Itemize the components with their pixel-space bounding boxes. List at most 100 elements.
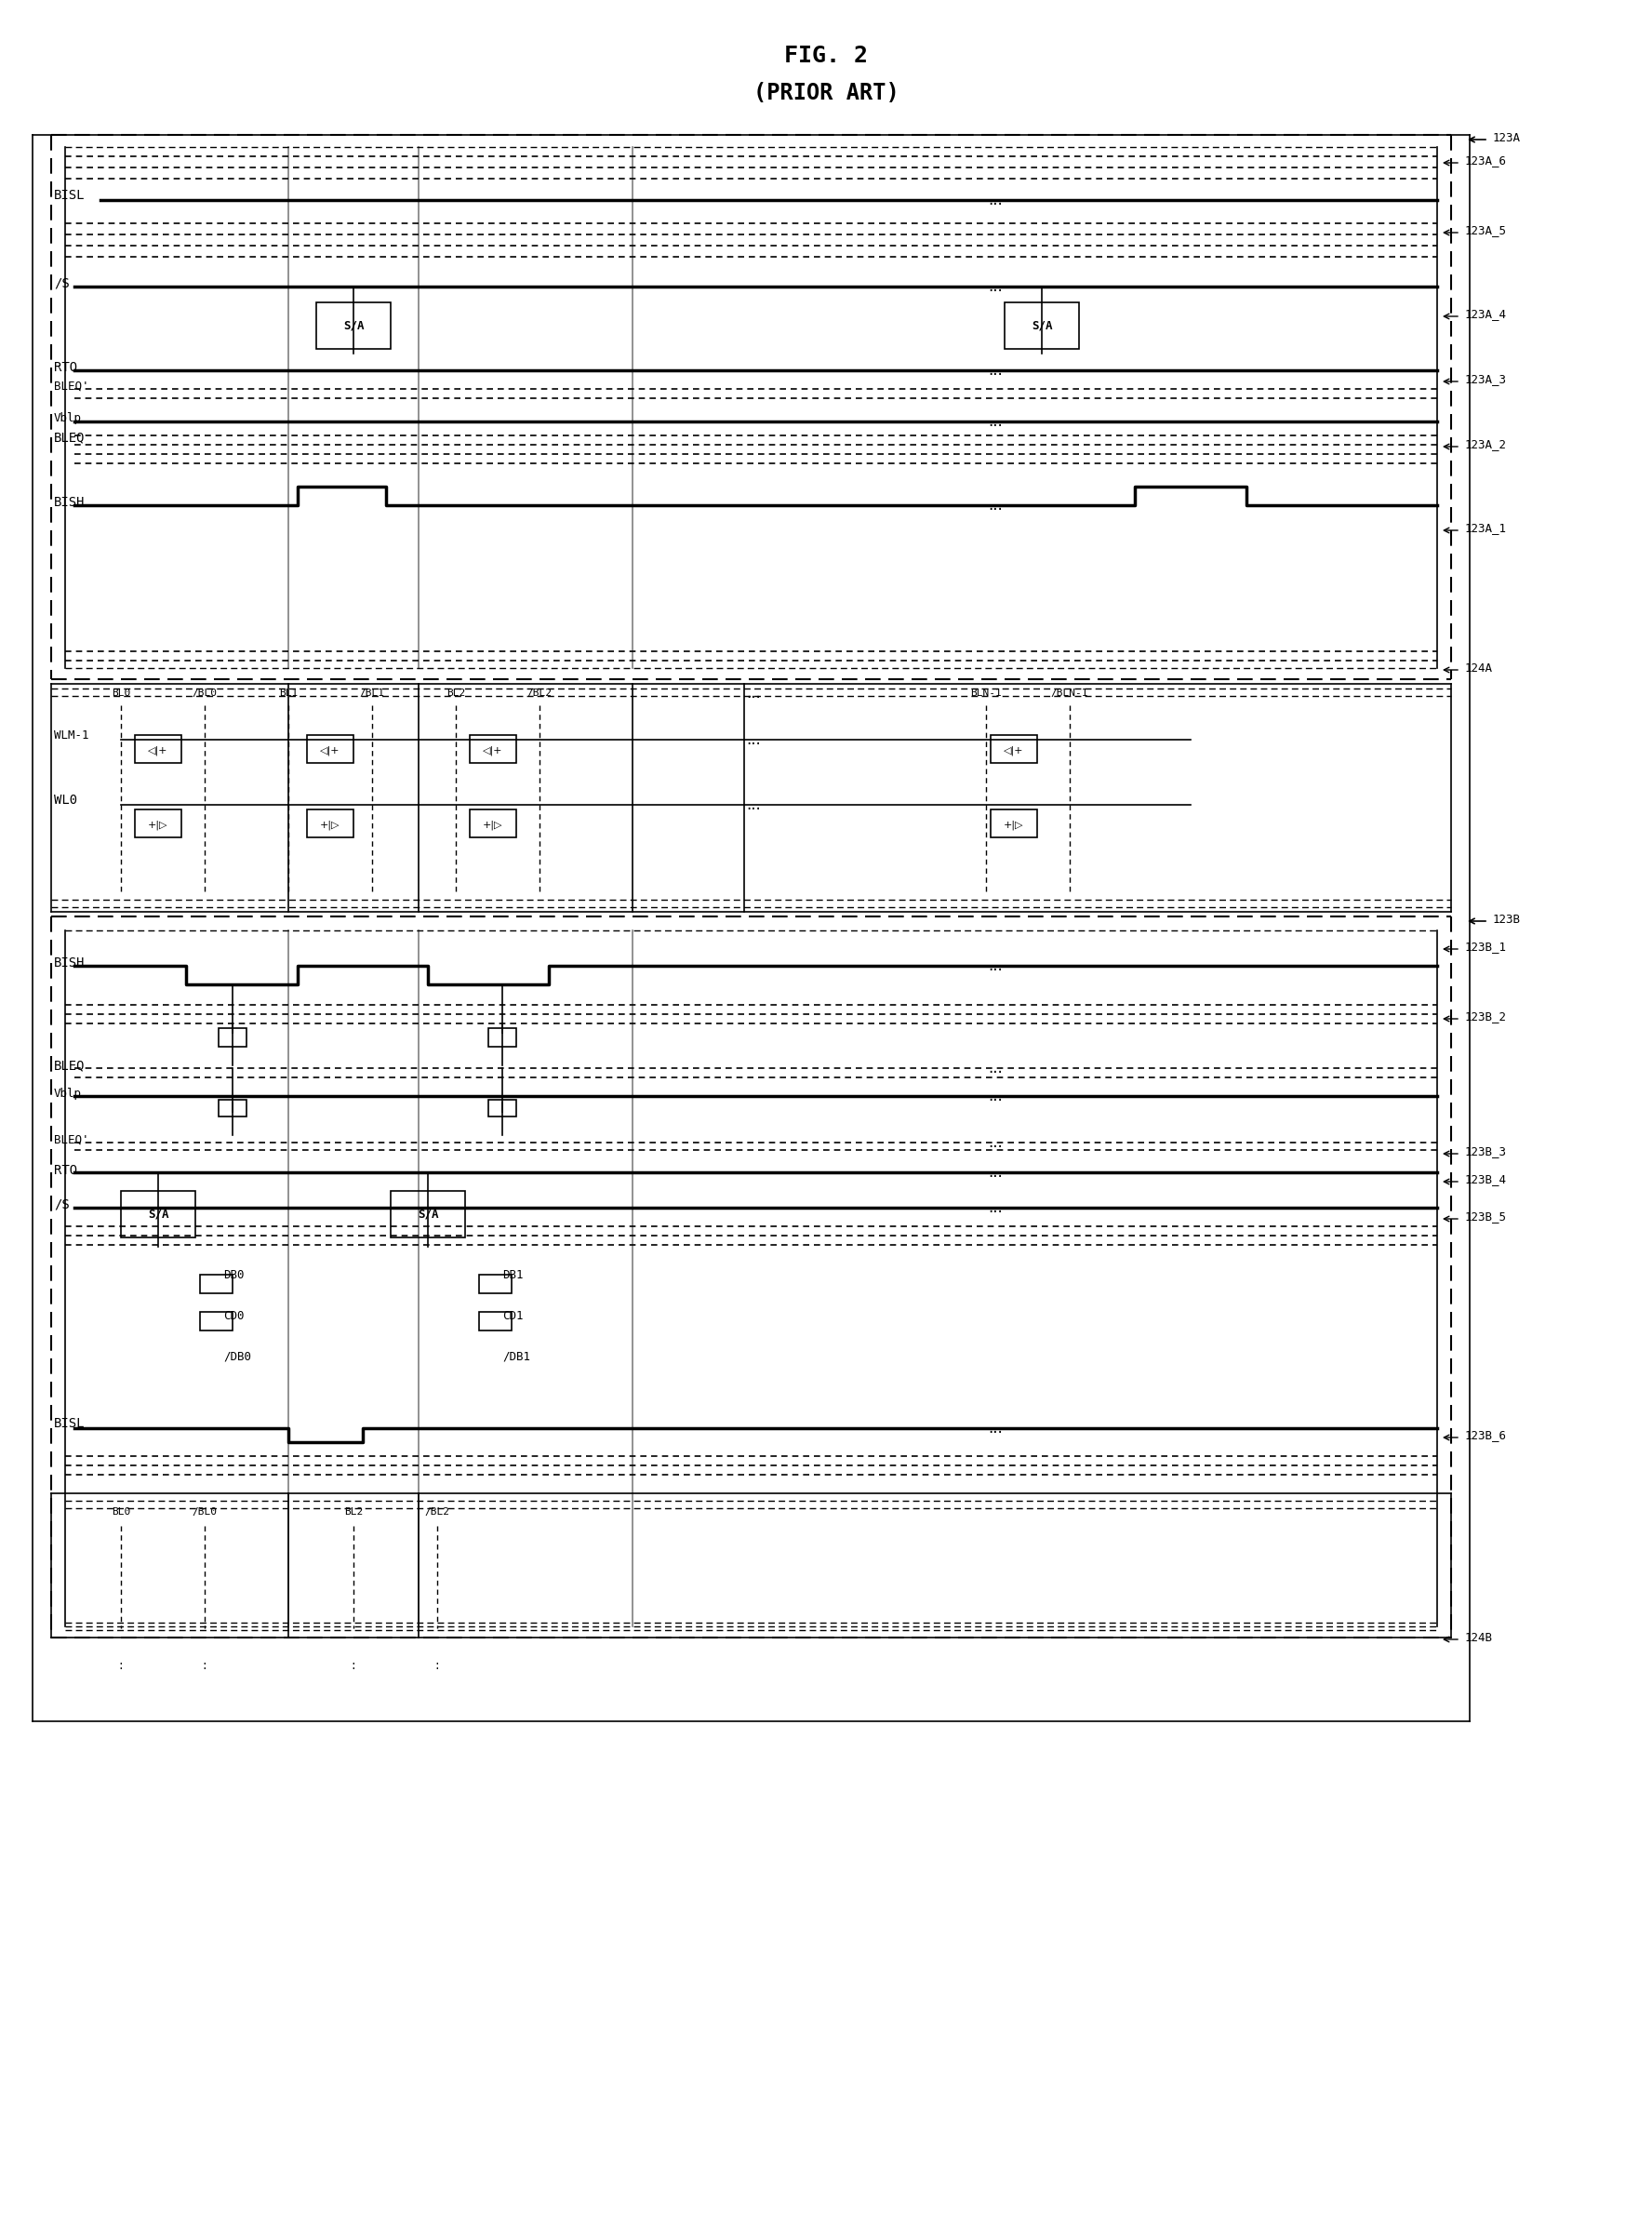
Text: WL0: WL0 — [55, 793, 78, 806]
Text: ...: ... — [988, 1134, 1003, 1150]
Text: 123B_2: 123B_2 — [1465, 1012, 1507, 1023]
Text: BLEQ: BLEQ — [55, 431, 86, 444]
Text: BISL: BISL — [55, 1418, 86, 1429]
Bar — [200, 1311, 233, 1331]
Text: BLEQ': BLEQ' — [55, 380, 89, 393]
Text: BISL: BISL — [55, 190, 86, 201]
Text: 123A_1: 123A_1 — [1465, 523, 1507, 534]
Text: 123B_3: 123B_3 — [1465, 1146, 1507, 1159]
Bar — [307, 808, 354, 837]
Bar — [135, 808, 182, 837]
Text: ...: ... — [988, 362, 1003, 380]
Bar — [991, 735, 1037, 764]
Text: BL0: BL0 — [111, 1507, 131, 1516]
Bar — [316, 301, 390, 348]
Text: (PRIOR ART): (PRIOR ART) — [753, 83, 899, 105]
Text: S/A: S/A — [344, 319, 363, 333]
Text: /BL2: /BL2 — [425, 1507, 449, 1516]
Text: +|▷: +|▷ — [149, 820, 169, 831]
Text: /BL2: /BL2 — [527, 688, 552, 697]
Text: WLM-1: WLM-1 — [55, 728, 89, 741]
Bar — [307, 735, 354, 764]
Text: +|▷: +|▷ — [1004, 820, 1024, 831]
Text: Vblp: Vblp — [55, 413, 83, 424]
Text: BL2: BL2 — [344, 1507, 363, 1516]
Text: BISH: BISH — [55, 496, 86, 509]
Text: /DB0: /DB0 — [223, 1351, 251, 1362]
Text: DB0: DB0 — [223, 1268, 244, 1282]
Text: RTO: RTO — [55, 1163, 78, 1177]
Text: ◁|+: ◁|+ — [149, 746, 169, 755]
Text: ...: ... — [988, 958, 1003, 974]
Bar — [479, 1275, 512, 1293]
Text: 123A_3: 123A_3 — [1465, 373, 1507, 386]
Text: BLEQ': BLEQ' — [55, 1134, 89, 1146]
Text: FIG. 2: FIG. 2 — [785, 45, 867, 67]
Text: :: : — [352, 1659, 355, 1673]
Text: DB1: DB1 — [502, 1268, 524, 1282]
Text: 123A: 123A — [1493, 132, 1521, 143]
Text: ...: ... — [988, 1199, 1003, 1217]
Text: :: : — [119, 1659, 124, 1673]
Text: S/A: S/A — [1031, 319, 1052, 333]
Text: S/A: S/A — [418, 1208, 438, 1219]
Bar — [135, 735, 182, 764]
Text: ◁|+: ◁|+ — [1004, 746, 1024, 755]
Text: :: : — [203, 1659, 206, 1673]
Text: /BLN-1: /BLN-1 — [1051, 688, 1089, 697]
Bar — [218, 1099, 246, 1116]
Text: ...: ... — [988, 1061, 1003, 1076]
Text: CD1: CD1 — [502, 1311, 524, 1322]
Text: CD0: CD0 — [223, 1311, 244, 1322]
Text: BL1: BL1 — [279, 688, 297, 697]
Text: +|▷: +|▷ — [482, 820, 502, 831]
Text: /BL1: /BL1 — [360, 688, 385, 697]
Text: /BL0: /BL0 — [192, 688, 216, 697]
Text: RTO: RTO — [55, 362, 78, 373]
Text: ...: ... — [747, 730, 762, 748]
Text: +|▷: +|▷ — [320, 820, 340, 831]
Text: 123A_2: 123A_2 — [1465, 438, 1507, 451]
Text: BL0: BL0 — [111, 688, 131, 697]
Bar — [218, 1027, 246, 1047]
Text: BISH: BISH — [55, 956, 86, 969]
Text: BLN-1: BLN-1 — [970, 688, 1001, 697]
Bar — [390, 1190, 466, 1237]
Text: ◁|+: ◁|+ — [320, 746, 340, 755]
Text: 123B: 123B — [1493, 913, 1521, 924]
Text: ◁|+: ◁|+ — [482, 746, 502, 755]
Text: 123B_5: 123B_5 — [1465, 1210, 1507, 1224]
Text: S/A: S/A — [147, 1208, 169, 1219]
Text: /S: /S — [55, 277, 69, 290]
Text: 124B: 124B — [1465, 1632, 1493, 1643]
Bar — [1004, 301, 1079, 348]
Text: ...: ... — [988, 279, 1003, 295]
Bar — [991, 808, 1037, 837]
Text: ...: ... — [747, 797, 762, 813]
Text: BL2: BL2 — [446, 688, 466, 697]
Text: Vblp: Vblp — [55, 1087, 83, 1099]
Text: /BL0: /BL0 — [192, 1507, 216, 1516]
Text: ...: ... — [988, 192, 1003, 208]
Bar — [489, 1099, 515, 1116]
Text: BLEQ: BLEQ — [55, 1058, 86, 1072]
Text: ...: ... — [988, 1087, 1003, 1105]
Text: 123B_1: 123B_1 — [1465, 940, 1507, 953]
Bar — [469, 808, 515, 837]
Text: 124A: 124A — [1465, 661, 1493, 674]
Text: ...: ... — [988, 1420, 1003, 1436]
Text: 123A_6: 123A_6 — [1465, 154, 1507, 167]
Text: 123A_5: 123A_5 — [1465, 226, 1507, 237]
Bar — [479, 1311, 512, 1331]
Text: ...: ... — [988, 496, 1003, 514]
Bar — [121, 1190, 195, 1237]
Text: 123A_4: 123A_4 — [1465, 308, 1507, 322]
Text: ...: ... — [988, 413, 1003, 429]
Text: /S: /S — [55, 1199, 69, 1210]
Text: ...: ... — [988, 1163, 1003, 1181]
Bar — [200, 1275, 233, 1293]
Text: 123B_4: 123B_4 — [1465, 1175, 1507, 1186]
Bar — [469, 735, 515, 764]
Text: ...: ... — [747, 686, 762, 701]
Text: 123B_6: 123B_6 — [1465, 1429, 1507, 1443]
